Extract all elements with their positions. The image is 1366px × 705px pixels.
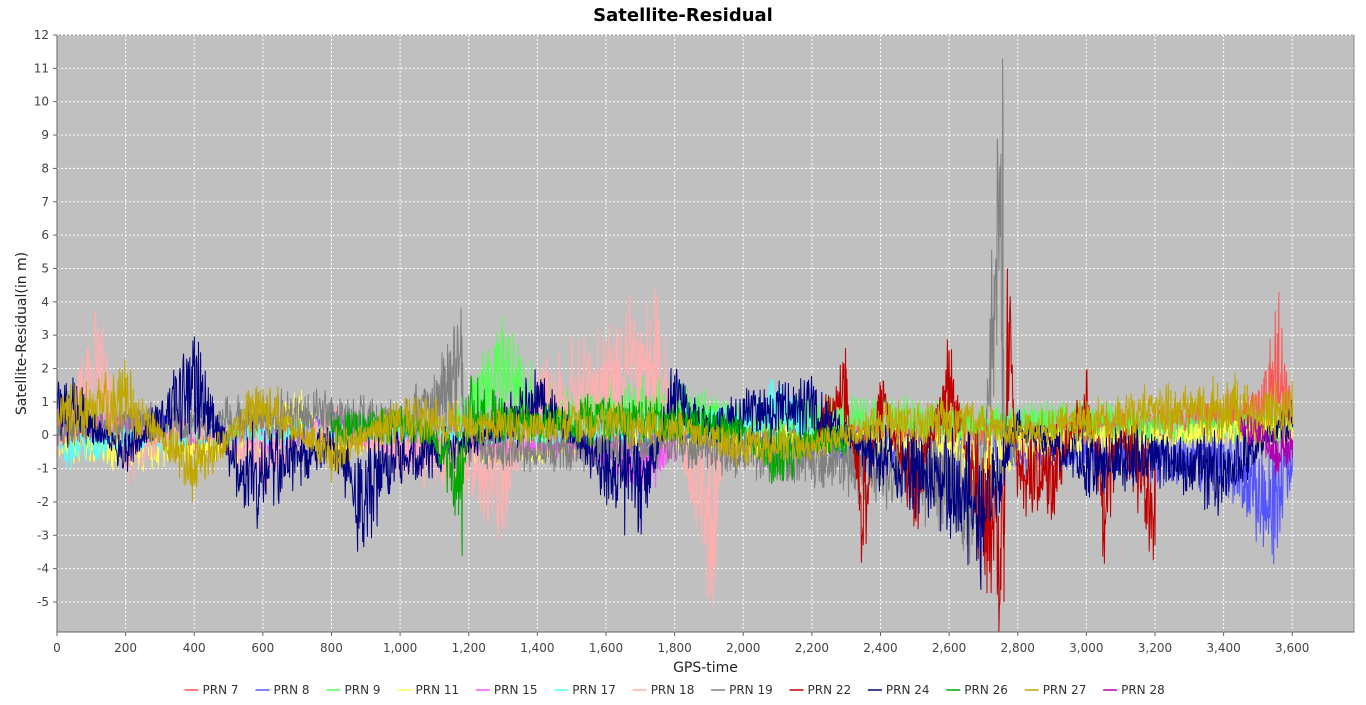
x-axis-label: GPS-time: [673, 660, 738, 676]
legend-label: PRN 27: [1043, 683, 1087, 697]
y-tick-label: 8: [41, 161, 49, 175]
legend-item: PRN 22: [789, 683, 852, 697]
legend-item: PRN 19: [711, 683, 773, 697]
axes: [56, 35, 1354, 633]
legend-label: PRN 11: [416, 683, 460, 697]
x-tick-label: 1,400: [520, 641, 554, 655]
legend-item: PRN 27: [1024, 683, 1087, 697]
legend-label: PRN 19: [729, 683, 773, 697]
legend-item: PRN 26: [946, 683, 1008, 697]
y-tick-label: -4: [37, 562, 49, 576]
x-tick-label: 3,000: [1069, 641, 1103, 655]
x-tick-label: 1,000: [383, 641, 417, 655]
legend-label: PRN 8: [274, 683, 310, 697]
chart-title: Satellite-Residual: [593, 5, 773, 26]
y-tick-label: -5: [37, 595, 49, 609]
y-tick-label: 10: [34, 95, 49, 109]
series-line: [56, 359, 1294, 503]
x-tick-label: 800: [320, 641, 343, 655]
y-tick-label: -2: [37, 495, 49, 509]
series-line: [56, 286, 727, 609]
y-tick-label: 9: [41, 128, 49, 142]
x-axis-ticks: 0 200 400 600 800 1,000 1,200 1,400 1,600 1,800 2,…: [53, 632, 1309, 655]
legend: PRN 7 PRN 8 PRN 9 PRN 11 PRN 15 PRN 17 PRN 18 P…: [184, 683, 1165, 697]
x-tick-label: 400: [183, 641, 206, 655]
legend-item: PRN 9: [326, 683, 381, 697]
x-tick-label: 1,600: [589, 641, 623, 655]
y-tick-label: -3: [37, 528, 49, 542]
y-tick-label: 2: [41, 362, 49, 376]
y-tick-label: 6: [41, 228, 49, 242]
x-tick-label: 3,200: [1138, 641, 1172, 655]
series-lines: [56, 58, 1294, 633]
y-tick-label: 5: [41, 261, 49, 275]
x-tick-label: 1,200: [452, 641, 486, 655]
y-tick-label: 7: [41, 195, 49, 209]
legend-item: PRN 17: [554, 683, 616, 697]
legend-label: PRN 24: [886, 683, 930, 697]
y-axis-label: Satellite-Residual(in m): [14, 252, 30, 415]
x-tick-label: 200: [114, 641, 137, 655]
x-tick-label: 0: [53, 641, 61, 655]
legend-label: PRN 28: [1121, 683, 1165, 697]
legend-item: PRN 11: [397, 683, 460, 697]
legend-label: PRN 15: [494, 683, 538, 697]
x-tick-label: 2,000: [726, 641, 760, 655]
series-line: [56, 336, 1294, 590]
y-tick-label: -1: [37, 462, 49, 476]
legend-label: PRN 17: [572, 683, 616, 697]
y-tick-label: 0: [41, 428, 49, 442]
legend-label: PRN 22: [808, 683, 852, 697]
y-tick-label: 12: [34, 28, 49, 42]
series-line: [1240, 414, 1294, 478]
x-tick-label: 600: [251, 641, 274, 655]
x-tick-label: 2,200: [795, 641, 829, 655]
x-tick-label: 2,600: [932, 641, 966, 655]
legend-item: PRN 8: [255, 683, 310, 697]
legend-item: PRN 28: [1103, 683, 1165, 697]
x-tick-label: 2,800: [1001, 641, 1035, 655]
legend-label: PRN 7: [203, 683, 239, 697]
x-tick-label: 3,400: [1206, 641, 1240, 655]
y-tick-label: 4: [41, 295, 49, 309]
y-tick-label: 3: [41, 328, 49, 342]
legend-item: PRN 24: [867, 683, 930, 697]
x-tick-label: 2,400: [863, 641, 897, 655]
legend-label: PRN 26: [964, 683, 1008, 697]
legend-item: PRN 7: [184, 683, 239, 697]
legend-label: PRN 9: [345, 683, 381, 697]
legend-item: PRN 18: [632, 683, 695, 697]
x-tick-label: 1,800: [657, 641, 691, 655]
legend-item: PRN 15: [475, 683, 538, 697]
y-tick-label: 1: [41, 395, 49, 409]
y-tick-label: 11: [34, 61, 49, 75]
x-tick-label: 3,600: [1275, 641, 1309, 655]
legend-label: PRN 18: [651, 683, 695, 697]
